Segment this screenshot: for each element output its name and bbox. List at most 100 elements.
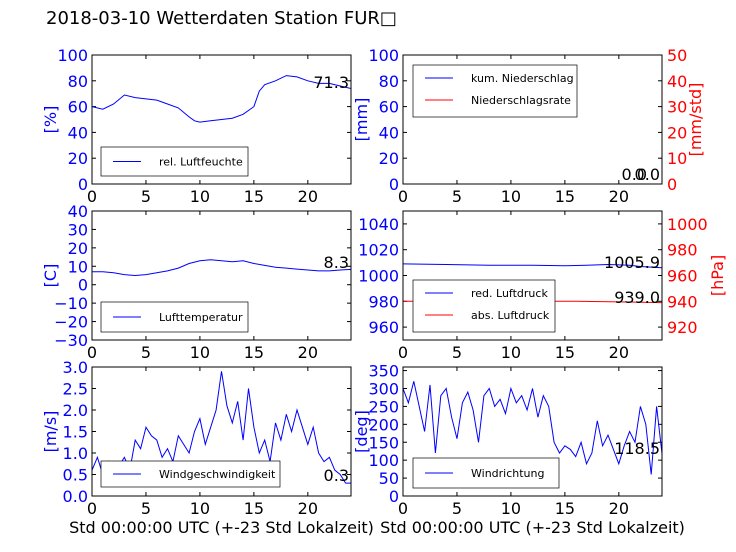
y-axis-label: [m/s] — [41, 411, 60, 453]
y-tick-label: 0 — [389, 175, 399, 194]
y-tick-label: 1.5 — [63, 423, 88, 442]
plot-frame — [91, 54, 352, 185]
y-tick-label: 80 — [68, 72, 88, 91]
x-tick-label: 20 — [609, 499, 629, 518]
y-tick-label: 0.5 — [63, 466, 88, 485]
x-tick-label: 5 — [141, 187, 151, 206]
last-value-label: 0.0 — [635, 165, 660, 184]
legend-label: rel. Luftfeuchte — [159, 156, 243, 169]
x-tick-label: 15 — [244, 187, 264, 206]
legend-label: Niederschlagsrate — [471, 94, 571, 107]
y-tick-label: 0 — [78, 276, 88, 295]
x-tick-label: 15 — [555, 499, 575, 518]
x-tick-label: 20 — [609, 187, 629, 206]
last-value-label: 939.0 — [614, 288, 660, 307]
x-tick-label: 5 — [452, 187, 462, 206]
y2-tick-label: 960 — [667, 267, 698, 286]
x-tick-label: 10 — [501, 187, 521, 206]
y-axis-label: [%] — [41, 106, 60, 134]
x-axis-label: Std 00:00:00 UTC (+-23 Std Lokalzeit) — [380, 518, 685, 537]
y2-axis-label: [mm/std] — [686, 83, 705, 157]
y-tick-label: 40 — [68, 202, 88, 221]
x-tick-label: 20 — [298, 187, 318, 206]
x-tick-label: 15 — [244, 499, 264, 518]
y-axis-label: [deg] — [352, 410, 371, 453]
plot-frame — [402, 210, 663, 341]
y-tick-label: 300 — [368, 380, 399, 399]
y-tick-label: 40 — [68, 123, 88, 142]
x-tick-label: 5 — [452, 499, 462, 518]
legend-label: Windgeschwindigkeit — [159, 468, 276, 481]
x-axis-label: Std 00:00:00 UTC (+-23 Std Lokalzeit) — [69, 518, 374, 537]
legend-label: abs. Luftdruck — [471, 309, 550, 322]
y-tick-label: 0.0 — [63, 487, 88, 506]
series-line — [92, 75, 351, 123]
y-tick-label: 0 — [389, 487, 399, 506]
y-tick-label: 1.0 — [63, 444, 88, 463]
legend-label: red. Luftdruck — [471, 287, 548, 300]
x-tick-label: 20 — [609, 343, 629, 362]
x-tick-label: 0 — [87, 187, 97, 206]
last-value-label: 71.3 — [313, 73, 349, 92]
x-tick-label: 0 — [398, 343, 408, 362]
plot-frame — [91, 210, 352, 341]
x-tick-label: 10 — [190, 343, 210, 362]
x-tick-label: 10 — [190, 187, 210, 206]
y-tick-label: 60 — [379, 98, 399, 117]
plot-frame — [402, 366, 663, 497]
last-value-label: 1005.9 — [604, 253, 660, 272]
plot-frame — [402, 54, 663, 185]
x-tick-label: 0 — [87, 499, 97, 518]
y-tick-label: 50 — [379, 469, 399, 488]
y-tick-label: 2.0 — [63, 401, 88, 420]
legend-box — [412, 279, 556, 333]
x-tick-label: 5 — [141, 343, 151, 362]
series-line — [403, 381, 662, 475]
x-tick-label: 15 — [555, 343, 575, 362]
figure-title: 2018-03-10 Wetterdaten Station FUR□ — [46, 8, 397, 29]
legend-label: kum. Niederschlag — [471, 72, 574, 85]
y2-tick-label: 30 — [667, 98, 687, 117]
last-value-label: 8.3 — [324, 253, 349, 272]
y-tick-label: 0 — [78, 175, 88, 194]
x-tick-label: 10 — [190, 499, 210, 518]
x-tick-label: 0 — [87, 343, 97, 362]
y2-axis-label: [hPa] — [708, 255, 727, 296]
y-tick-label: 980 — [368, 292, 399, 311]
legend-label: Lufttemperatur — [159, 311, 243, 324]
y2-tick-label: 920 — [667, 318, 698, 337]
x-tick-label: 15 — [555, 187, 575, 206]
legend-label: Windrichtung — [471, 467, 544, 480]
legend-box — [412, 64, 578, 118]
y-tick-label: 150 — [368, 433, 399, 452]
series-line — [92, 371, 351, 484]
last-value-label: 0.0 — [622, 165, 647, 184]
x-tick-label: 10 — [501, 499, 521, 518]
y-tick-label: 20 — [68, 149, 88, 168]
y-tick-label: −30 — [54, 331, 88, 350]
y-tick-label: 30 — [68, 220, 88, 239]
y-tick-label: 1020 — [358, 241, 399, 260]
y-tick-label: 10 — [68, 257, 88, 276]
y-tick-label: −20 — [54, 313, 88, 332]
x-tick-label: 5 — [452, 343, 462, 362]
y2-tick-label: 940 — [667, 292, 698, 311]
y2-tick-label: 10 — [667, 149, 687, 168]
y-tick-label: 1040 — [358, 215, 399, 234]
x-tick-label: 0 — [398, 187, 408, 206]
x-tick-label: 10 — [501, 343, 521, 362]
y2-tick-label: 980 — [667, 241, 698, 260]
y2-tick-label: 40 — [667, 72, 687, 91]
y-tick-label: 100 — [57, 46, 88, 65]
y-tick-label: 250 — [368, 397, 399, 416]
y-tick-label: 2.5 — [63, 380, 88, 399]
y2-tick-label: 20 — [667, 123, 687, 142]
y2-tick-label: 1000 — [667, 215, 708, 234]
y-tick-label: 60 — [68, 98, 88, 117]
x-tick-label: 0 — [398, 499, 408, 518]
y-tick-label: 3.0 — [63, 358, 88, 377]
y-tick-label: 1000 — [358, 267, 399, 286]
x-tick-label: 5 — [141, 499, 151, 518]
series-line — [403, 263, 662, 269]
